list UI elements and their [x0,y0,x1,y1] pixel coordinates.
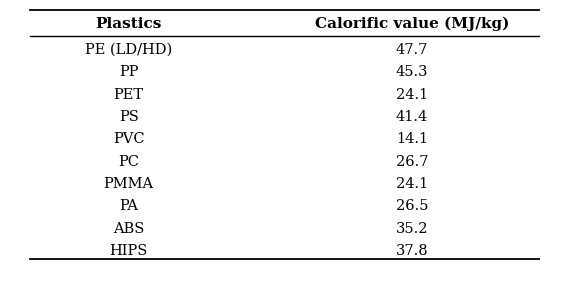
Text: Plastics: Plastics [96,17,162,31]
Text: PMMA: PMMA [104,177,154,191]
Text: PE (LD/HD): PE (LD/HD) [85,43,172,57]
Text: PS: PS [119,110,139,124]
Text: 24.1: 24.1 [396,88,428,102]
Text: PVC: PVC [113,132,145,146]
Text: 47.7: 47.7 [395,43,428,57]
Text: 45.3: 45.3 [395,65,428,79]
Text: PP: PP [119,65,138,79]
Text: PA: PA [119,199,138,213]
Text: Calorific value (MJ/kg): Calorific value (MJ/kg) [315,17,509,31]
Text: 14.1: 14.1 [396,132,428,146]
Text: HIPS: HIPS [110,244,148,258]
Text: 26.5: 26.5 [395,199,428,213]
Text: ABS: ABS [113,221,145,236]
Text: PET: PET [114,88,144,102]
Text: 41.4: 41.4 [396,110,428,124]
Text: 37.8: 37.8 [395,244,428,258]
Text: 26.7: 26.7 [395,155,428,169]
Text: PC: PC [118,155,139,169]
Text: 35.2: 35.2 [395,221,428,236]
Text: 24.1: 24.1 [396,177,428,191]
